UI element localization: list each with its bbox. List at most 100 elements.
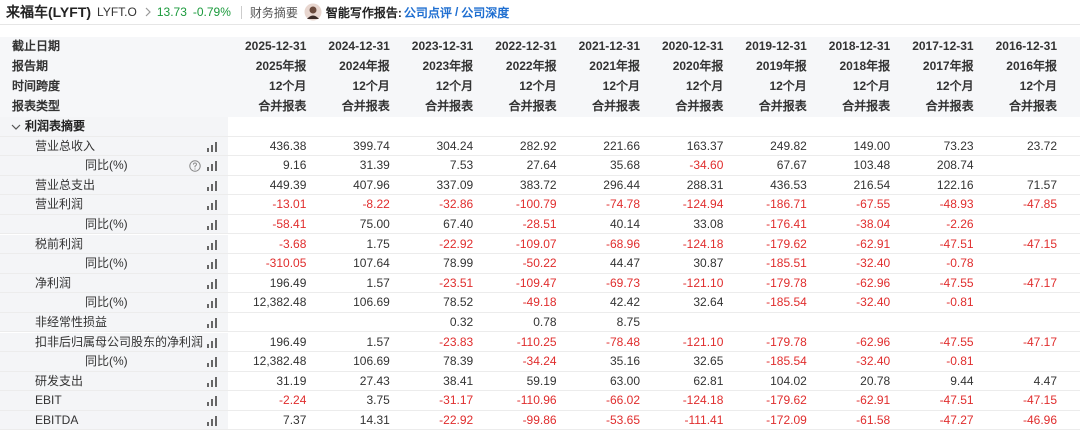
- value-cell: 106.69: [353, 295, 390, 310]
- value-cell: -31.17: [439, 393, 474, 408]
- value-cell: -38.04: [856, 216, 891, 231]
- value-cell: -13.01: [272, 197, 307, 212]
- value-cell: 196.49: [269, 334, 307, 349]
- value-cell: 67.40: [443, 216, 474, 231]
- value-cell: -186.71: [766, 197, 807, 212]
- label-column: [0, 117, 228, 136]
- value-cell: -32.40: [856, 256, 891, 271]
- value-cell: 9.16: [283, 158, 307, 173]
- chart-icon[interactable]: [207, 376, 218, 387]
- value-cell: 31.39: [359, 158, 390, 173]
- value-cell: -47.17: [1022, 275, 1057, 290]
- value-cell: -124.18: [682, 393, 724, 408]
- collapse-icon[interactable]: [11, 122, 21, 132]
- value-cell: -310.05: [265, 256, 307, 271]
- header-cell: 合并报表: [758, 99, 807, 113]
- value-cell: -47.27: [939, 412, 974, 427]
- value-cell: -47.51: [939, 236, 974, 251]
- chart-icon[interactable]: [207, 396, 218, 407]
- value-cell: 27.64: [526, 158, 557, 173]
- value-cell: 1.57: [366, 275, 390, 290]
- section-title: 利润表摘要: [25, 119, 86, 133]
- value-cell: -109.07: [515, 236, 557, 251]
- value-cell: -111.41: [684, 412, 724, 427]
- chart-icon[interactable]: [207, 317, 218, 328]
- value-cell: 44.47: [609, 256, 640, 271]
- chevron-icon: [145, 7, 151, 17]
- value-cell: 59.19: [526, 373, 557, 388]
- value-cell: -110.96: [516, 393, 557, 408]
- company-name: 来福车(LYFT): [6, 4, 92, 20]
- row-label: 同比(%): [85, 295, 128, 310]
- value-cell: -34.60: [689, 158, 724, 173]
- label-column: [0, 391, 228, 410]
- chart-icon[interactable]: [207, 337, 218, 348]
- header-row: 时间跨度 12个月 12个月 12个月 12个月 12个月 12个月 12个月 12个月 12个月…: [0, 77, 1080, 97]
- header-cell: 合并报表: [675, 99, 724, 113]
- tab-label[interactable]: 财务摘要: [249, 5, 298, 20]
- data-row: 研发支出 31.19 27.43 38.41 59.19 63.00 62.81 104.02…: [0, 371, 1080, 392]
- chart-icon[interactable]: [207, 219, 218, 230]
- value-cell: -23.83: [439, 334, 474, 349]
- row-label: 非经常性损益: [35, 314, 108, 329]
- header-cell: 合并报表: [258, 99, 307, 113]
- report-link[interactable]: 公司点评: [403, 5, 452, 20]
- value-cell: -179.62: [766, 236, 807, 251]
- price: 13.73: [156, 5, 187, 19]
- row-label: EBIT: [35, 393, 62, 408]
- value-cell: -172.09: [766, 412, 807, 427]
- chart-icon[interactable]: [207, 141, 218, 152]
- link-separator: /: [454, 5, 459, 19]
- value-cell: 7.37: [283, 412, 307, 427]
- value-cell: 304.24: [436, 138, 474, 153]
- chart-icon[interactable]: [207, 180, 218, 191]
- header-cell: 2023年报: [422, 59, 474, 73]
- chart-icon[interactable]: [207, 278, 218, 289]
- chart-icon[interactable]: [207, 415, 218, 426]
- value-cell: 0.78: [533, 314, 557, 329]
- header-cell: 12个月: [769, 79, 807, 93]
- value-cell: -179.78: [766, 275, 807, 290]
- value-cell: -32.40: [856, 295, 891, 310]
- value-cell: 0.32: [449, 314, 474, 329]
- chart-icon[interactable]: [207, 200, 218, 211]
- value-cell: 399.74: [353, 138, 390, 153]
- value-cell: 42.42: [609, 295, 640, 310]
- header-cell: 2017年报: [922, 59, 974, 73]
- value-cell: -124.94: [682, 197, 724, 212]
- chart-icon[interactable]: [207, 239, 218, 250]
- value-cell: 78.99: [443, 256, 474, 271]
- row-label: 研发支出: [35, 373, 84, 388]
- value-cell: -0.81: [946, 354, 974, 369]
- header-cell: 2018年报: [839, 59, 891, 73]
- header-row: 报告期 2025年报 2024年报 2023年报 2022年报 2021年报 2020年报 2…: [0, 57, 1080, 77]
- help-icon[interactable]: [189, 160, 201, 172]
- value-cell: 78.52: [443, 295, 474, 310]
- chart-icon[interactable]: [207, 259, 218, 270]
- value-cell: -23.51: [439, 275, 474, 290]
- value-cell: 31.19: [276, 373, 307, 388]
- row-label: 税前利润: [35, 236, 84, 251]
- chart-icon[interactable]: [207, 357, 218, 368]
- report-label: 智能写作报告:: [325, 5, 402, 20]
- value-cell: -32.86: [439, 197, 474, 212]
- value-cell: 78.39: [443, 354, 474, 369]
- chart-icon[interactable]: [207, 161, 218, 172]
- header-label: 时间跨度: [12, 79, 61, 93]
- value-cell: -47.51: [939, 393, 974, 408]
- value-cell: 107.64: [353, 256, 390, 271]
- value-cell: -124.18: [682, 236, 724, 251]
- chart-icon[interactable]: [207, 298, 218, 309]
- label-column: [0, 195, 228, 214]
- header-cell: 2019年报: [756, 59, 807, 73]
- value-cell: -66.02: [605, 393, 640, 408]
- yoy-row: 同比(%) 12,382.48 106.69 78.39 -34.24 35.16 32.6…: [0, 352, 1080, 372]
- value-cell: -46.96: [1022, 412, 1057, 427]
- avatar-icon: [304, 3, 322, 21]
- report-link[interactable]: 公司深度: [461, 5, 510, 20]
- value-cell: -47.17: [1022, 334, 1057, 349]
- header-cell: 合并报表: [425, 99, 474, 113]
- value-cell: 122.16: [936, 177, 974, 192]
- data-row: EBIT -2.24 3.75 -31.17 -110.96 -66.02 -124.18 -…: [0, 391, 1080, 411]
- value-cell: -185.51: [766, 256, 807, 271]
